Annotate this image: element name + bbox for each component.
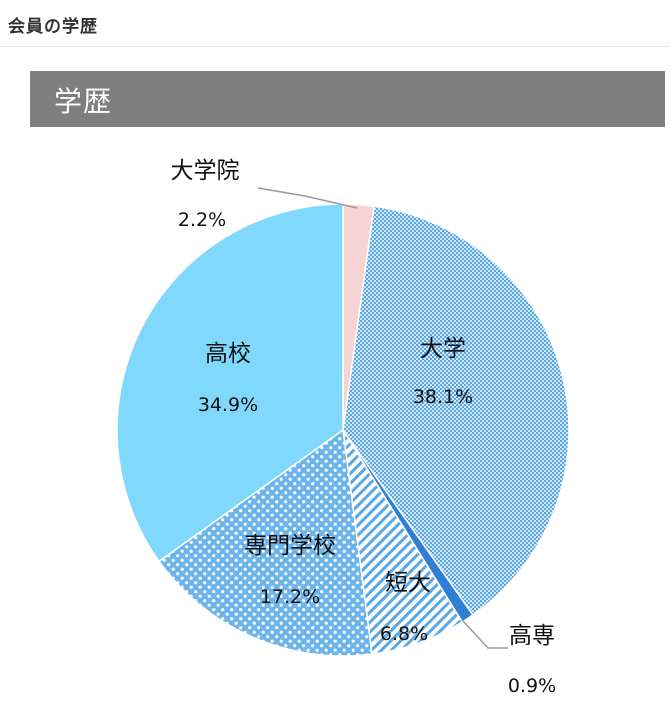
slice-label-4: 短大 bbox=[385, 570, 431, 596]
slice-label-6: 高校 bbox=[205, 341, 251, 367]
page-title: 会員の学歴 bbox=[8, 17, 98, 37]
pie-slice-5 bbox=[157, 428, 373, 657]
section-title: 学歴 bbox=[54, 85, 113, 118]
slice-label-5: 専門学校 bbox=[244, 533, 336, 559]
slice-labels: 大学院 2.2% 大学 38.1% 高専 0.9% 短大 6.8% 専門学校 17.2% 高校 34.… bbox=[171, 158, 557, 697]
page-header: 会員の学歴 bbox=[0, 0, 670, 47]
slice-value-label-1: 2.2% bbox=[178, 209, 226, 231]
slice-value-label-2: 38.1% bbox=[413, 386, 473, 408]
slice-label-1: 大学院 bbox=[171, 158, 240, 184]
slice-value-label-6: 34.9% bbox=[198, 394, 258, 416]
section-header-bar: 学歴 bbox=[30, 71, 665, 127]
pie-slices bbox=[116, 203, 570, 657]
leader-lines bbox=[257, 187, 508, 649]
slice-label-3: 高専 bbox=[509, 623, 555, 649]
leader-line-3 bbox=[461, 619, 508, 649]
slice-value-label-4: 6.8% bbox=[380, 623, 428, 645]
slice-value-label-3: 0.9% bbox=[508, 675, 556, 697]
pie-slice-2 bbox=[342, 205, 570, 617]
slice-label-2: 大学 bbox=[420, 336, 466, 362]
slice-value-label-5: 17.2% bbox=[260, 586, 320, 608]
leader-line-1 bbox=[257, 187, 358, 209]
pie-slice-6 bbox=[116, 203, 344, 563]
